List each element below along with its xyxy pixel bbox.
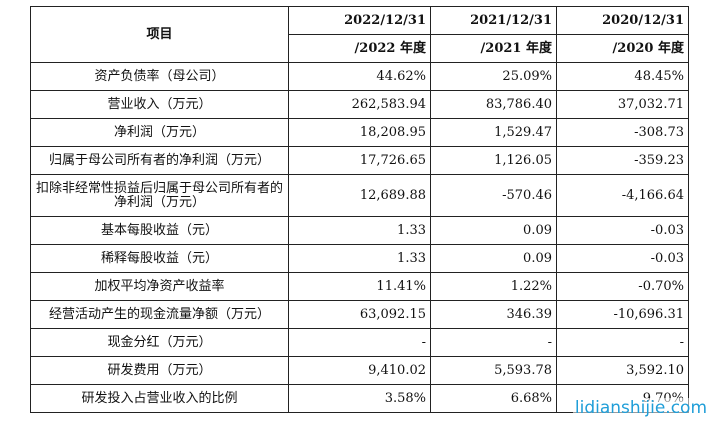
cell-value: 3.58% — [288, 384, 431, 413]
header-fy-2020: /2020 年度 — [556, 34, 689, 63]
row-label: 基本每股收益（元） — [30, 216, 289, 245]
cell-value: -0.03 — [556, 244, 689, 273]
cell-value: 1.22% — [430, 272, 557, 301]
cell-value: 0.09 — [430, 244, 557, 273]
table-row: 经营活动产生的现金流量净额（万元） 63,092.15 346.39 -10,6… — [30, 300, 689, 329]
cell-value: - — [556, 328, 689, 357]
header-fy-2022: /2022 年度 — [288, 34, 431, 63]
cell-value: -10,696.31 — [556, 300, 689, 329]
cell-value: -0.70% — [556, 272, 689, 301]
cell-value: -308.73 — [556, 118, 689, 147]
cell-value: 63,092.15 — [288, 300, 431, 329]
cell-value: 37,032.71 — [556, 90, 689, 119]
row-label: 研发费用（万元） — [30, 356, 289, 385]
cell-value: 11.41% — [288, 272, 431, 301]
cell-value: -4,166.64 — [556, 174, 689, 217]
table-row: 稀释每股收益（元） 1.33 0.09 -0.03 — [30, 244, 689, 273]
cell-value: 346.39 — [430, 300, 557, 329]
cell-value: 12,689.88 — [288, 174, 431, 217]
table-row: 营业收入（万元） 262,583.94 83,786.40 37,032.71 — [30, 90, 689, 119]
row-label: 资产负债率（母公司） — [30, 62, 289, 91]
table-row: 净利润（万元） 18,208.95 1,529.47 -308.73 — [30, 118, 689, 147]
cell-value: 9,410.02 — [288, 356, 431, 385]
cell-value: 48.45% — [556, 62, 689, 91]
cell-value: 25.09% — [430, 62, 557, 91]
cell-value: 262,583.94 — [288, 90, 431, 119]
table-row: 扣除非经常性损益后归属于母公司所有者的净利润（万元） 12,689.88 -57… — [30, 174, 689, 217]
financial-indicators-table: 项目 2022/12/31 2021/12/31 2020/12/31 /202… — [30, 6, 689, 413]
row-label: 研发投入占营业收入的比例 — [30, 384, 289, 413]
cell-value: 3,592.10 — [556, 356, 689, 385]
header-year-2020: 2020/12/31 — [556, 6, 689, 35]
table-row: 研发费用（万元） 9,410.02 5,593.78 3,592.10 — [30, 356, 689, 385]
cell-value: -0.03 — [556, 216, 689, 245]
table-row: 基本每股收益（元） 1.33 0.09 -0.03 — [30, 216, 689, 245]
cell-value: 17,726.65 — [288, 146, 431, 175]
cell-value: 5,593.78 — [430, 356, 557, 385]
row-label: 扣除非经常性损益后归属于母公司所有者的净利润（万元） — [30, 174, 289, 217]
cell-value: -359.23 — [556, 146, 689, 175]
cell-value: 0.09 — [430, 216, 557, 245]
header-year-2021: 2021/12/31 — [430, 6, 557, 35]
cell-value: 83,786.40 — [430, 90, 557, 119]
cell-value: - — [430, 328, 557, 357]
table-row: 资产负债率（母公司） 44.62% 25.09% 48.45% — [30, 62, 689, 91]
row-label: 归属于母公司所有者的净利润（万元） — [30, 146, 289, 175]
header-year-2022: 2022/12/31 — [288, 6, 431, 35]
cell-value: -570.46 — [430, 174, 557, 217]
cell-value: 44.62% — [288, 62, 431, 91]
row-label: 净利润（万元） — [30, 118, 289, 147]
row-label: 加权平均净资产收益率 — [30, 272, 289, 301]
cell-value: 18,208.95 — [288, 118, 431, 147]
row-label: 经营活动产生的现金流量净额（万元） — [30, 300, 289, 329]
table-row: 归属于母公司所有者的净利润（万元） 17,726.65 1,126.05 -35… — [30, 146, 689, 175]
cell-value: 1,126.05 — [430, 146, 557, 175]
cell-value: 1.33 — [288, 244, 431, 273]
table-row: 加权平均净资产收益率 11.41% 1.22% -0.70% — [30, 272, 689, 301]
header-item: 项目 — [30, 6, 289, 63]
header-fy-2021: /2021 年度 — [430, 34, 557, 63]
cell-value: 1,529.47 — [430, 118, 557, 147]
site-watermark: lidianshijie.com — [572, 398, 709, 418]
cell-value: 6.68% — [430, 384, 557, 413]
row-label: 现金分红（万元） — [30, 328, 289, 357]
row-label: 营业收入（万元） — [30, 90, 289, 119]
cell-value: 1.33 — [288, 216, 431, 245]
cell-value: - — [288, 328, 431, 357]
row-label: 稀释每股收益（元） — [30, 244, 289, 273]
table-row: 现金分红（万元） - - - — [30, 328, 689, 357]
